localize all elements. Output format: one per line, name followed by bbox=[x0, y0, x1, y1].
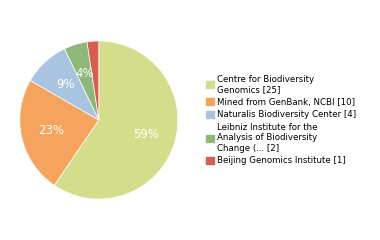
Wedge shape bbox=[20, 80, 99, 185]
Text: 9%: 9% bbox=[56, 78, 75, 90]
Text: 59%: 59% bbox=[133, 128, 158, 141]
Wedge shape bbox=[87, 41, 99, 120]
Legend: Centre for Biodiversity
Genomics [25], Mined from GenBank, NCBI [10], Naturalis : Centre for Biodiversity Genomics [25], M… bbox=[206, 75, 356, 165]
Text: 4%: 4% bbox=[75, 67, 93, 80]
Wedge shape bbox=[54, 41, 178, 199]
Wedge shape bbox=[30, 49, 99, 120]
Wedge shape bbox=[65, 42, 99, 120]
Text: 23%: 23% bbox=[38, 124, 64, 138]
